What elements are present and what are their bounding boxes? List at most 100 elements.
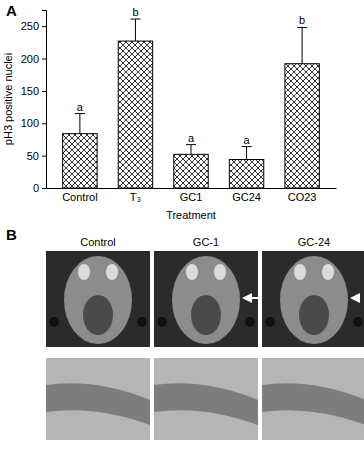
bar [285,64,319,188]
x-tick-label: GC1 [180,191,203,203]
y-axis-line [42,11,47,189]
x-tick-label: GC24 [232,191,261,203]
photo-bg [154,251,258,347]
bar [63,134,97,188]
error-line [135,19,136,41]
error-cap [297,27,307,28]
annotation: b [132,6,138,18]
organ [78,264,90,280]
image-label: Control [80,236,115,248]
eye [245,317,255,327]
error-line [302,27,303,63]
head [64,256,132,344]
photo-bg [46,251,150,347]
x-axis: Control T₃ GC1 GC24 CO23 [47,188,337,203]
y-tick-label: 50 [27,150,39,162]
bar [174,154,208,188]
gut [299,295,329,335]
y-tick-mark [42,59,46,60]
x-tick: T₃ [130,188,141,203]
panel-label: A [6,2,17,19]
photo-head [46,251,150,347]
y-tick-label: 100 [21,117,39,129]
y-tick-label: 150 [21,85,39,97]
gut [191,295,221,335]
gut [83,295,113,335]
error-line [79,114,80,134]
arrow-shaft [252,297,258,299]
photo-leg [46,358,150,440]
bar [229,160,263,188]
y-tick-label: 0 [33,182,39,194]
error-bar [242,147,252,160]
organ [186,264,198,280]
organ [214,264,226,280]
y-tick: 200 [21,53,46,65]
photo-bg [154,358,258,440]
photo-bg [262,358,364,440]
photo-bg [262,251,364,347]
leg [154,383,258,425]
y-axis-title: pH3 positive nuclei [2,53,14,145]
organ [322,264,334,280]
plot [63,19,320,188]
y-tick-mark [42,156,46,157]
y-tick-mark [42,188,46,189]
leg [262,383,364,425]
error-cap [75,113,85,114]
annotation: a [188,132,195,144]
error-cap [242,146,252,147]
error-line [191,145,192,155]
x-axis-title: Treatment [166,209,216,221]
photo-head [262,251,364,347]
annotation: a [243,134,250,146]
y-tick: 50 [27,150,46,162]
error-bar [130,19,140,41]
error-line [246,147,247,160]
y-tick: 150 [21,85,46,97]
organ [106,264,118,280]
error-cap [130,19,140,20]
annotation: a [77,101,84,113]
error-bar [297,27,307,63]
photo-leg [154,358,258,440]
y-tick-label: 200 [21,53,39,65]
eye [353,317,363,327]
panel-label: B [6,226,17,243]
eye [49,317,59,327]
x-tick-label: Control [62,191,97,203]
photo-leg [262,358,364,440]
image-label: GC-1 [193,236,219,248]
error-cap [186,144,196,145]
photo-bg [46,358,150,440]
y-tick: 100 [21,117,46,129]
organ [294,264,306,280]
error-bar [186,145,196,155]
annotation: b [299,14,305,26]
y-tick: 0 [33,182,46,194]
figure: Aa b a a b 0 50 100 150 200 250 Control T₃ GC1 GC24 CO2… [0,0,364,469]
arrow [242,293,252,303]
x-tick: GC1 [180,188,203,203]
photo-head [154,251,258,347]
image-label: GC-24 [298,236,330,248]
error-bar [75,114,85,134]
x-tick-label: T₃ [130,191,141,203]
x-tick: Control [62,188,97,203]
eye [137,317,147,327]
x-tick: GC24 [232,188,261,203]
y-tick-mark [42,91,46,92]
y-tick: 250 [21,20,46,32]
eye [157,317,167,327]
x-tick-label: CO23 [288,191,317,203]
x-axis-line [47,188,337,189]
leg [46,383,150,425]
y-tick-mark [42,26,46,27]
head [280,256,348,344]
arrow [350,293,360,303]
y-axis: 0 50 100 150 200 250 [21,11,47,195]
bar [118,41,152,188]
eye [265,317,275,327]
head [172,256,240,344]
y-tick-mark [42,123,46,124]
